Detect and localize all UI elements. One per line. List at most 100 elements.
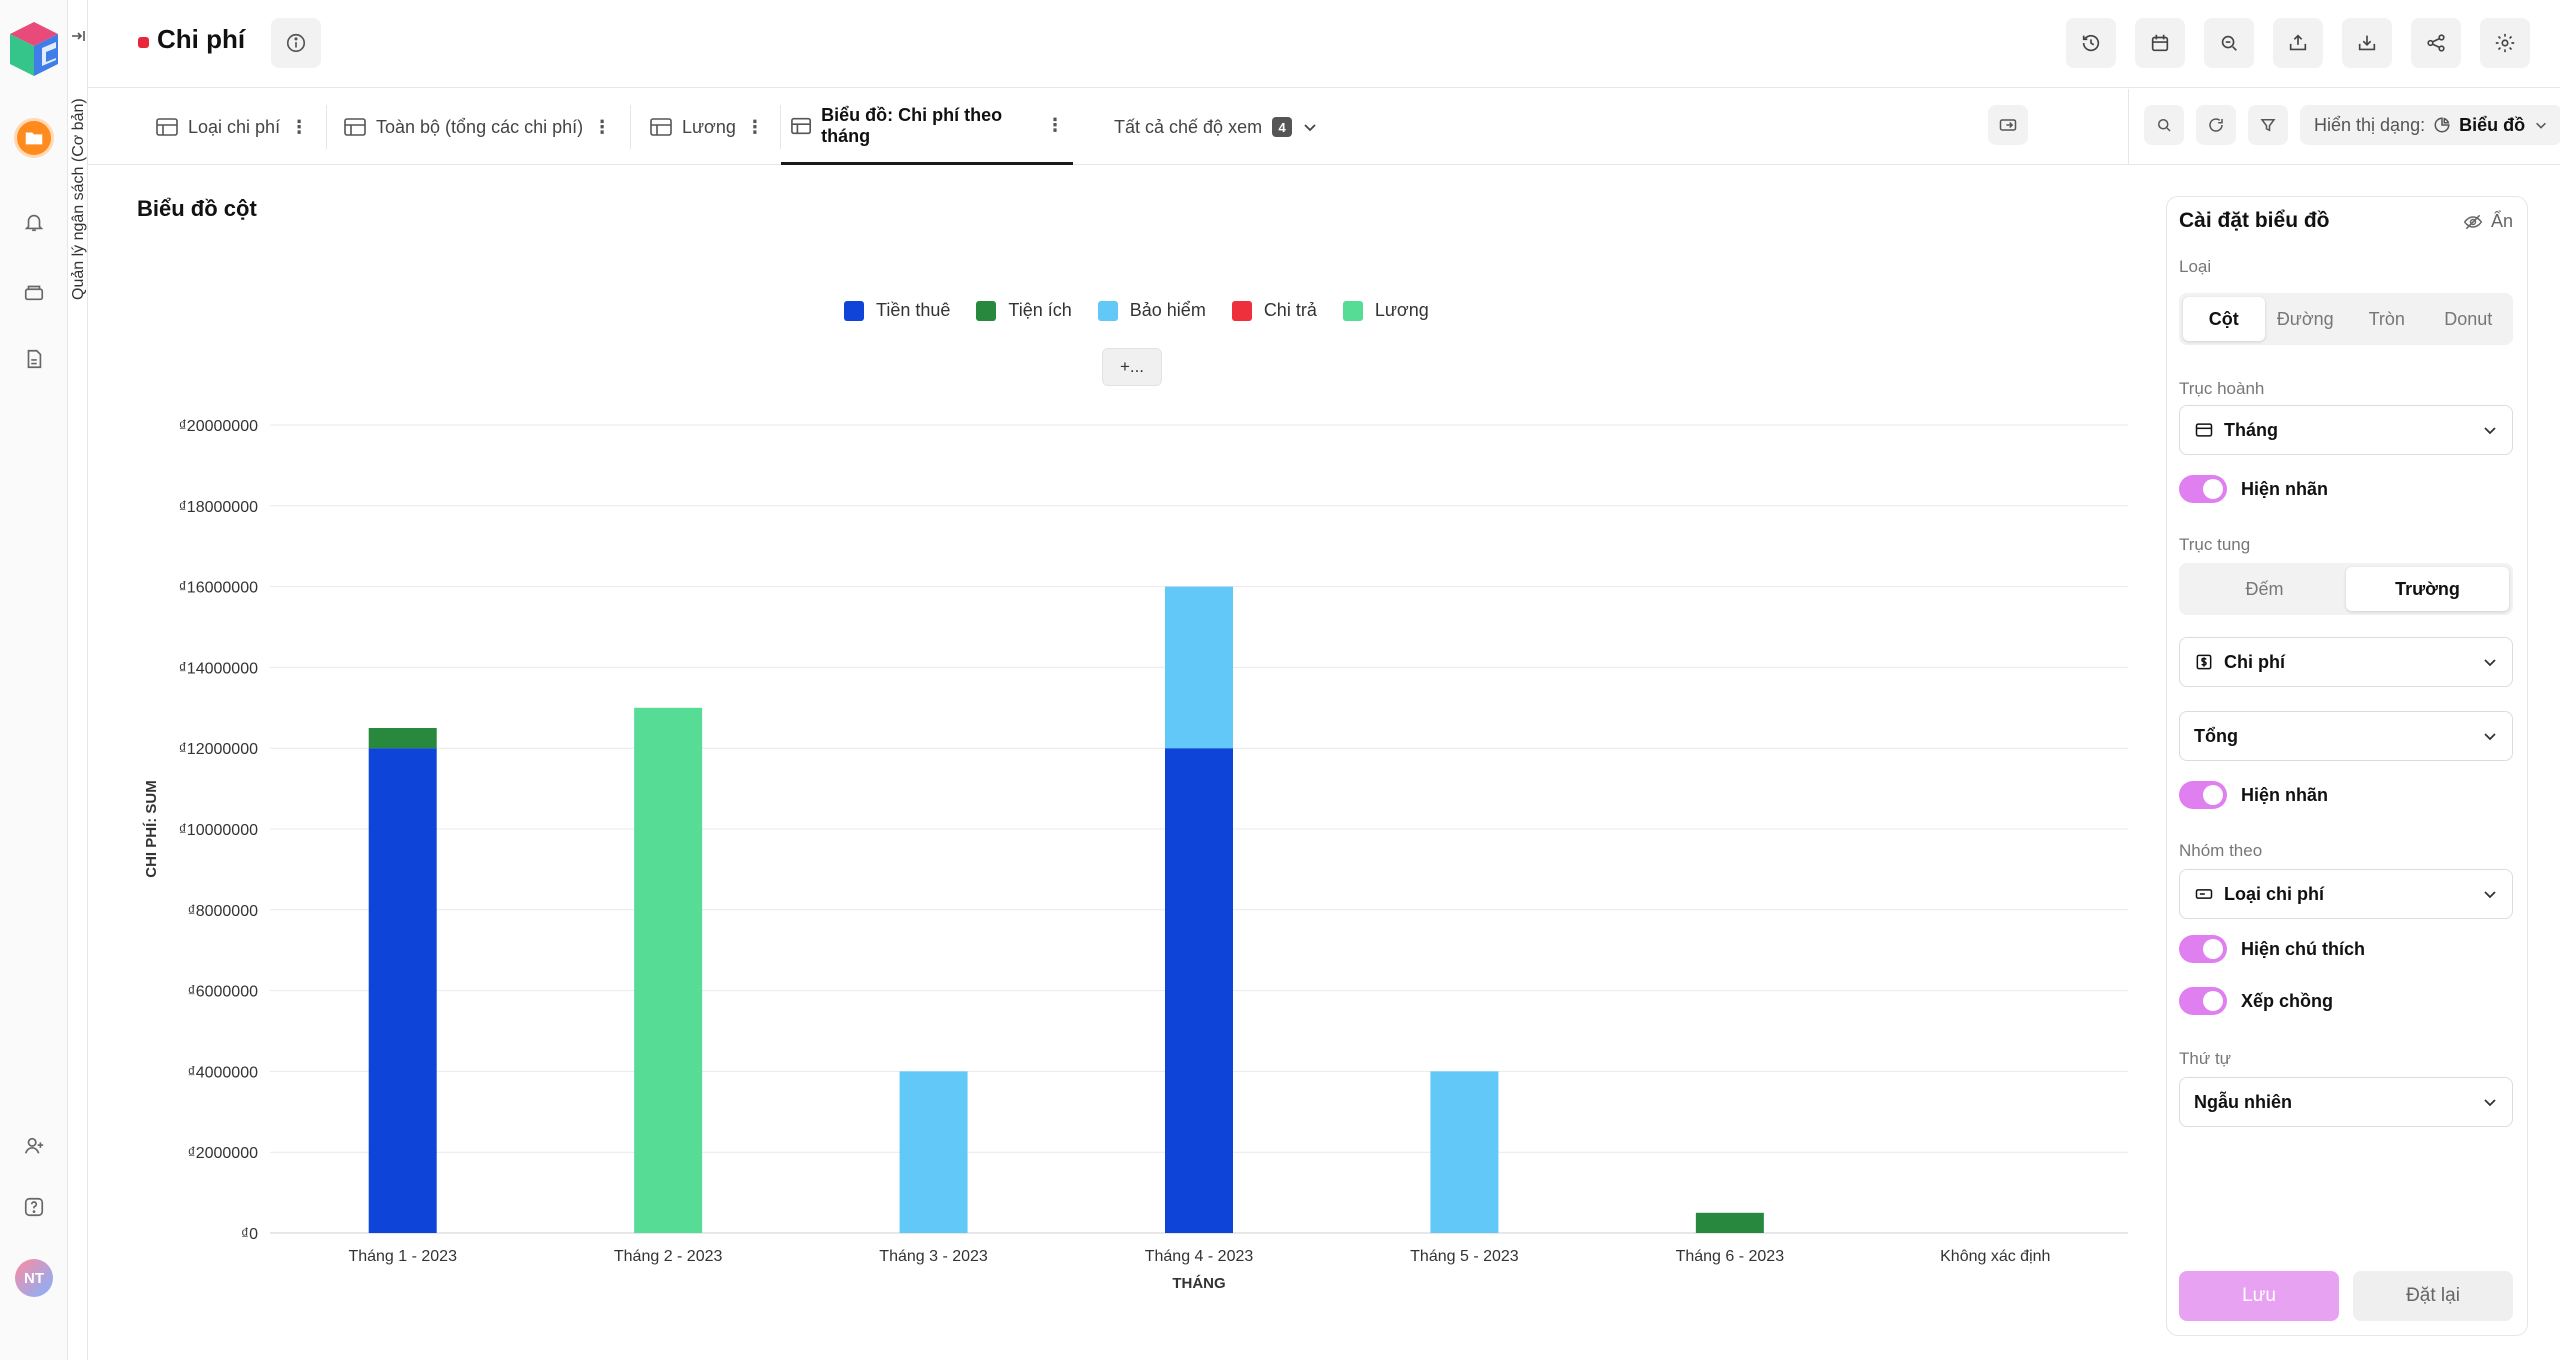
y-field-select[interactable]: Chi phí bbox=[2179, 637, 2513, 687]
toggle-label: Hiện nhãn bbox=[2241, 784, 2329, 805]
type-option-cot[interactable]: Cột bbox=[2183, 297, 2265, 341]
base-name[interactable]: Quản lý ngân sách (Cơ bản) bbox=[70, 98, 87, 300]
order-select[interactable]: Ngẫu nhiên bbox=[2179, 1077, 2513, 1127]
legend-swatch bbox=[1097, 300, 1118, 321]
toggle-switch[interactable] bbox=[2179, 935, 2227, 963]
divider bbox=[630, 105, 631, 149]
avatar[interactable]: NT bbox=[15, 1259, 53, 1297]
bar-segment[interactable] bbox=[1695, 1212, 1764, 1233]
calendar-button[interactable] bbox=[2135, 18, 2185, 68]
stacked-toggle[interactable]: Xếp chồng bbox=[2179, 987, 2333, 1015]
y-mode-field[interactable]: Trường bbox=[2346, 567, 2509, 611]
tab-bieu-do[interactable]: Biểu đồ: Chi phí theo tháng ⋮ bbox=[781, 89, 1073, 165]
bar-segment[interactable] bbox=[368, 728, 437, 749]
app-rail: NT bbox=[0, 0, 68, 1360]
history-button[interactable] bbox=[2066, 18, 2116, 68]
archive-icon[interactable] bbox=[22, 280, 46, 304]
filter-icon bbox=[2260, 119, 2276, 132]
type-option-tron[interactable]: Tròn bbox=[2368, 308, 2405, 329]
legend-item[interactable]: Lương bbox=[1342, 300, 1429, 321]
aggregate-select[interactable]: Tổng bbox=[2179, 711, 2513, 761]
chart-title: Biểu đồ cột bbox=[137, 196, 257, 221]
add-user-icon[interactable] bbox=[22, 1134, 46, 1158]
more-legend-button[interactable]: +... bbox=[1102, 348, 1162, 386]
workspace-icon[interactable] bbox=[14, 118, 54, 158]
base-sidebar-strip: Quản lý ngân sách (Cơ bản) bbox=[68, 0, 88, 1360]
tab-luong[interactable]: Lương ⋮ bbox=[640, 89, 773, 165]
info-button[interactable] bbox=[271, 18, 321, 68]
zoom-button[interactable] bbox=[2204, 18, 2254, 68]
info-icon bbox=[286, 33, 306, 53]
legend-swatch bbox=[1231, 300, 1252, 321]
all-views-dropdown[interactable]: Tất cả chế độ xem 4 bbox=[1104, 89, 1328, 165]
show-y-label-toggle[interactable]: Hiện nhãn bbox=[2179, 781, 2328, 809]
grid-view-icon bbox=[344, 118, 366, 136]
toggle-switch[interactable] bbox=[2179, 781, 2227, 809]
bar-segment[interactable] bbox=[634, 707, 703, 1233]
y-mode-count[interactable]: Đếm bbox=[2245, 578, 2284, 599]
zoom-icon bbox=[2221, 35, 2237, 51]
bar-segment[interactable] bbox=[1165, 748, 1233, 1233]
tab-menu-icon[interactable]: ⋮ bbox=[593, 116, 611, 137]
type-option-donut[interactable]: Donut bbox=[2444, 308, 2493, 329]
x-axis-select[interactable]: Tháng bbox=[2179, 405, 2513, 455]
expand-icon bbox=[1999, 119, 2017, 131]
bar-segment[interactable] bbox=[1430, 1071, 1499, 1233]
filter-button[interactable] bbox=[2248, 105, 2288, 145]
app-logo-icon[interactable] bbox=[6, 20, 62, 80]
share-button[interactable] bbox=[2411, 18, 2461, 68]
tab-label: Biểu đồ: Chi phí theo tháng bbox=[821, 104, 1003, 146]
document-icon[interactable] bbox=[22, 347, 46, 371]
legend-item[interactable]: Bảo hiểm bbox=[1097, 300, 1206, 321]
refresh-button[interactable] bbox=[2196, 105, 2236, 145]
view-mode-select[interactable]: Hiển thị dạng: Biểu đồ bbox=[2300, 105, 2560, 145]
hide-label: Ẩn bbox=[2490, 211, 2513, 231]
grid-view-icon bbox=[156, 118, 178, 136]
order-label: Thứ tự bbox=[2179, 1049, 2232, 1068]
tab-label: Lương bbox=[682, 116, 736, 137]
help-icon[interactable] bbox=[22, 1195, 46, 1219]
legend-item[interactable]: Tiện ích bbox=[976, 300, 1072, 321]
expand-sidebar-icon[interactable] bbox=[70, 28, 86, 44]
table-color-dot bbox=[138, 37, 149, 48]
x-axis-label: Trục hoành bbox=[2179, 379, 2265, 398]
legend-label: Tiền thuê bbox=[876, 300, 951, 320]
tab-menu-icon[interactable]: ⋮ bbox=[1046, 115, 1064, 135]
import-button[interactable] bbox=[2342, 18, 2392, 68]
tab-menu-icon[interactable]: ⋮ bbox=[745, 116, 764, 137]
tab-toan-bo[interactable]: Toàn bộ (tổng các chi phí) ⋮ bbox=[334, 89, 620, 165]
expand-button[interactable] bbox=[1988, 105, 2028, 145]
type-label: Loại bbox=[2179, 257, 2212, 276]
bar-segment[interactable] bbox=[899, 1071, 968, 1233]
settings-icon bbox=[2495, 33, 2515, 53]
show-legend-toggle[interactable]: Hiện chú thích bbox=[2179, 935, 2365, 963]
reset-button[interactable]: Đặt lại bbox=[2353, 1271, 2513, 1321]
export-button[interactable] bbox=[2273, 18, 2323, 68]
page-title[interactable]: Chi phí bbox=[157, 24, 246, 54]
bell-icon[interactable] bbox=[22, 210, 46, 234]
tab-menu-icon[interactable]: ⋮ bbox=[290, 116, 308, 137]
eye-off-icon bbox=[2463, 214, 2483, 229]
tab-loai-chi-phi[interactable]: Loại chi phí ⋮ bbox=[146, 89, 317, 165]
view-mode-label: Hiển thị dạng: bbox=[2314, 114, 2426, 135]
toggle-switch[interactable] bbox=[2179, 987, 2227, 1015]
save-button[interactable]: Lưu bbox=[2179, 1271, 2339, 1321]
tab-label: Loại chi phí bbox=[188, 116, 281, 137]
legend-item[interactable]: Chi trả bbox=[1231, 300, 1317, 321]
settings-button[interactable] bbox=[2480, 18, 2530, 68]
y-tick-label: ₫16000000 bbox=[179, 580, 259, 597]
show-x-label-toggle[interactable]: Hiện nhãn bbox=[2179, 475, 2328, 503]
hide-panel-button[interactable]: Ẩn bbox=[2463, 211, 2513, 232]
legend-item[interactable]: Tiền thuê bbox=[844, 300, 950, 321]
search-button[interactable] bbox=[2144, 105, 2184, 145]
group-by-select[interactable]: Loại chi phí bbox=[2179, 869, 2513, 919]
y-axis-title: CHI PHÍ: SUM bbox=[143, 780, 160, 878]
y-tick-label: ₫0 bbox=[241, 1226, 258, 1243]
x-tick-label: Tháng 4 - 2023 bbox=[1145, 1248, 1254, 1265]
bar-segment[interactable] bbox=[368, 748, 437, 1233]
type-option-duong[interactable]: Đường bbox=[2276, 308, 2334, 329]
legend-swatch bbox=[1342, 300, 1363, 321]
y-axis-label: Trục tung bbox=[2179, 535, 2251, 554]
bar-segment[interactable] bbox=[1165, 586, 1233, 749]
toggle-switch[interactable] bbox=[2179, 475, 2227, 503]
